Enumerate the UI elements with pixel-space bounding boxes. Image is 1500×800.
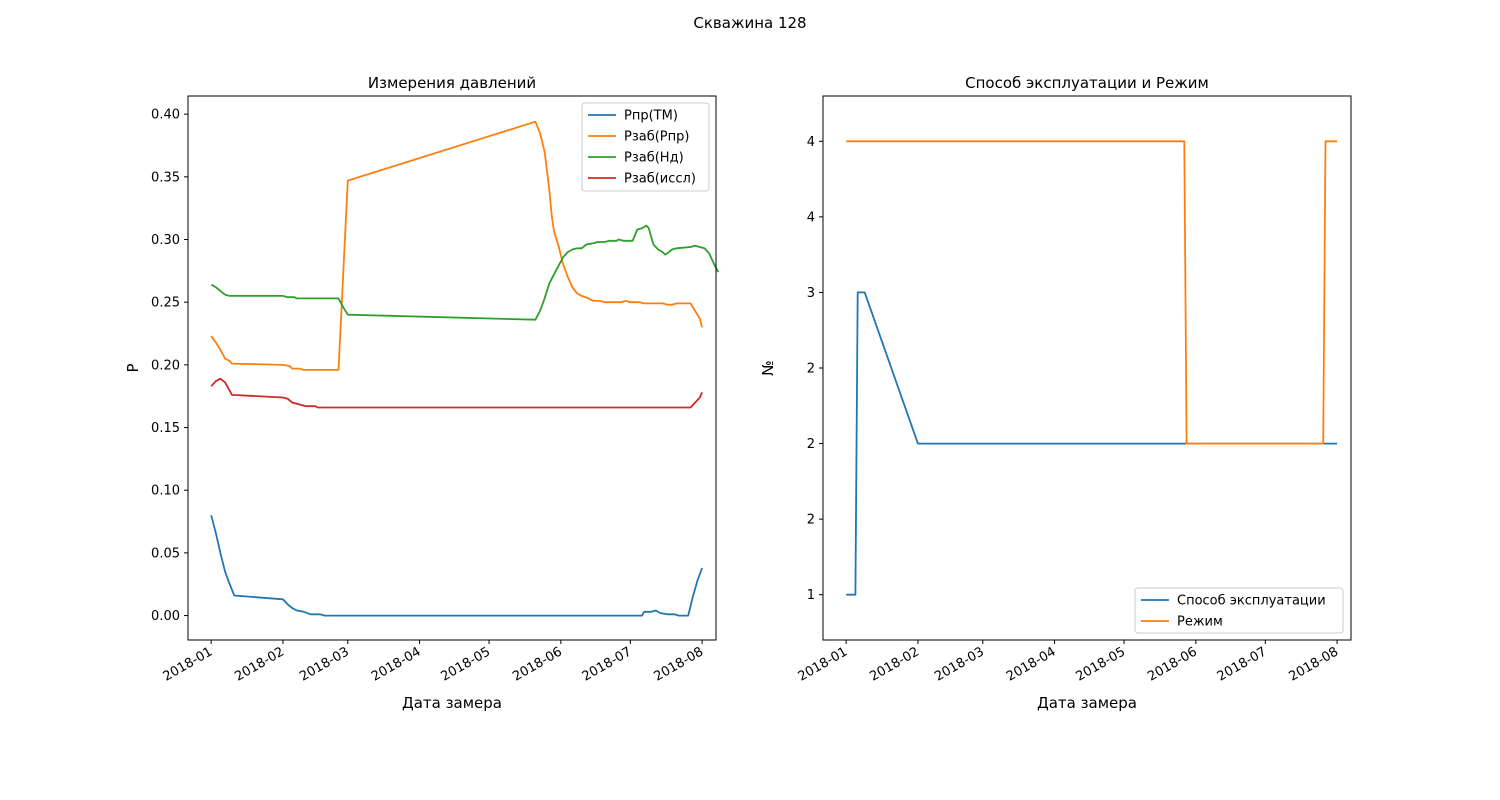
x-tick-label: 2018-06 <box>510 644 565 684</box>
y-tick-label: 0.10 <box>151 484 180 499</box>
y-tick-label: 2 <box>807 513 815 528</box>
legend-box <box>581 102 710 192</box>
x-tick-label: 2018-08 <box>1287 644 1342 684</box>
y-tick-label: 2 <box>807 362 815 377</box>
x-tick-label: 2018-08 <box>652 644 707 684</box>
x-tick-label: 2018-01 <box>796 644 851 684</box>
pressure-plot: Измерения давлений 0.00 0.05 0.10 0.15 0.20 0.… <box>124 74 720 712</box>
x-tick-label: 2018-01 <box>161 644 216 684</box>
series-line-2 <box>210 224 720 321</box>
y-tick-label: 4 <box>807 135 815 150</box>
x-axis-label: Дата замера <box>1037 694 1137 712</box>
x-tick-label: 2018-03 <box>932 644 987 684</box>
series-line-0 <box>846 291 1338 596</box>
series-line-1 <box>846 140 1338 445</box>
plot-title: Способ эксплуатации и Режим <box>965 74 1209 92</box>
x-tick-label: 2018-03 <box>297 644 352 684</box>
x-axis-label: Дата замера <box>402 694 502 712</box>
mode-plot: Способ эксплуатации и Режим 1 2 2 2 3 4 4 2018-0… <box>759 74 1352 712</box>
x-tick-label: 2018-07 <box>1215 644 1270 684</box>
figure-suptitle: Скважина 128 <box>693 14 806 32</box>
y-tick-label: 0.25 <box>151 296 180 311</box>
y-tick-label: 0.35 <box>151 170 180 185</box>
legend-label-3: Pзаб(иссл) <box>624 172 696 187</box>
legend-label-1: Режим <box>1177 615 1223 630</box>
plot-frame <box>187 95 717 641</box>
y-tick-label: 1 <box>807 588 815 603</box>
series-line-1 <box>210 120 703 371</box>
x-tick-label: 2018-02 <box>232 644 287 684</box>
legend: Способ эксплуатации Режим <box>1134 587 1344 634</box>
legend-box <box>1134 587 1344 634</box>
legend-label-2: Pзаб(Нд) <box>624 151 684 166</box>
y-tick-label: 3 <box>807 286 815 301</box>
y-tick-label: 0.00 <box>151 609 180 624</box>
x-tick-label: 2018-04 <box>1004 644 1059 684</box>
y-tick-label: 0.05 <box>151 546 180 561</box>
y-tick-label: 0.30 <box>151 233 180 248</box>
y-tick-label: 0.15 <box>151 421 180 436</box>
x-tick-label: 2018-05 <box>1074 644 1129 684</box>
legend-label-0: Способ эксплуатации <box>1177 594 1326 609</box>
x-tick-label: 2018-04 <box>369 644 424 684</box>
plot-frame <box>822 95 1352 641</box>
x-tick-label: 2018-05 <box>439 644 494 684</box>
y-tick-label: 0.20 <box>151 358 180 373</box>
x-tick-label: 2018-07 <box>580 644 635 684</box>
legend-label-1: Pзаб(Pпр) <box>624 130 689 145</box>
x-tick-label: 2018-06 <box>1145 644 1200 684</box>
y-tick-label: 2 <box>807 437 815 452</box>
series-line-3 <box>210 377 703 409</box>
x-tick-label: 2018-02 <box>867 644 922 684</box>
legend: Pпр(ТМ) Pзаб(Pпр) Pзаб(Нд) Pзаб(иссл) <box>581 102 710 192</box>
y-axis-label: P <box>124 363 142 372</box>
y-tick-label: 4 <box>807 210 815 225</box>
plot-title: Измерения давлений <box>368 74 536 92</box>
series-line-0 <box>210 515 703 617</box>
y-tick-label: 0.40 <box>151 108 180 123</box>
y-axis-label: № <box>759 360 777 376</box>
legend-label-0: Pпр(ТМ) <box>624 109 678 124</box>
